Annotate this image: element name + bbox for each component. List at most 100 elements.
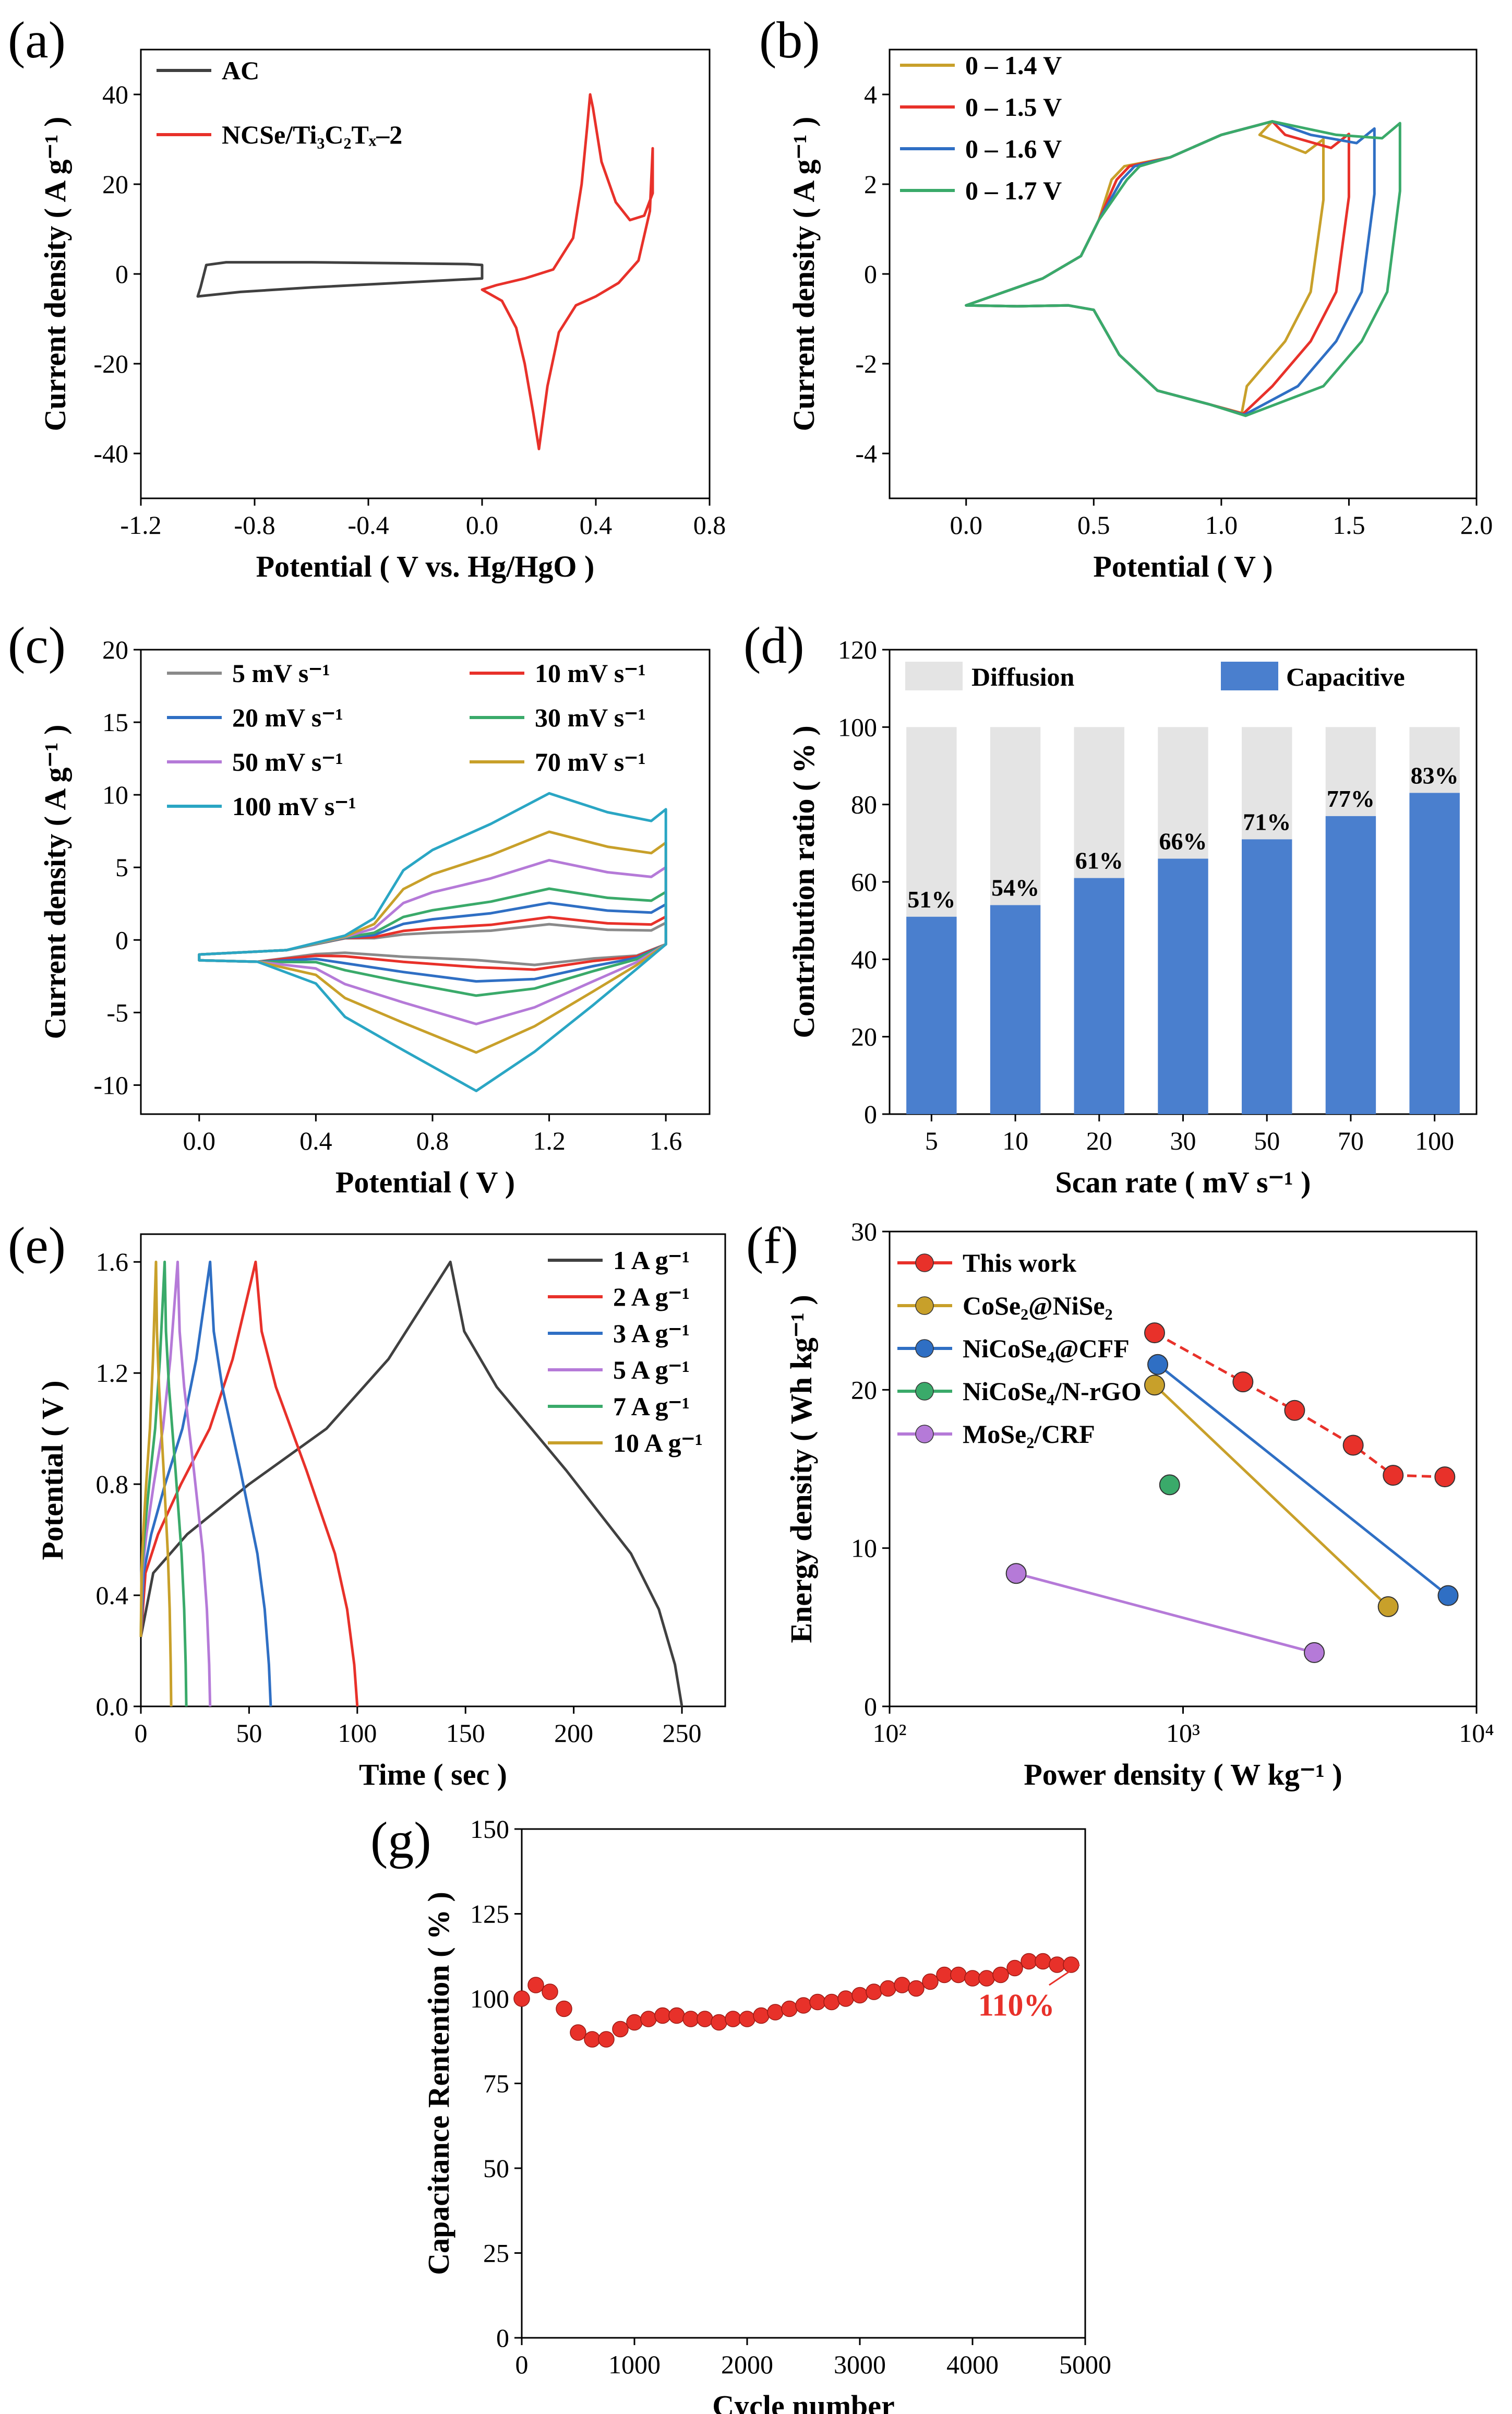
retention-point (626, 2014, 643, 2031)
y-axis-label: Potential ( V ) (35, 1380, 69, 1560)
y-tick-label: 125 (470, 1899, 509, 1929)
legend-gcd-3-label: 5 A g⁻¹ (613, 1355, 690, 1384)
bar-capacitive (990, 905, 1041, 1114)
panel-g: (g) 0 1000 2000 3000 4000 5000 0 25 50 75 100 125 150… (370, 1811, 1111, 2414)
y-axis-label: Current density ( A g⁻¹ ) (787, 117, 821, 432)
retention-point (556, 2000, 572, 2017)
x-tick-label: 0.4 (580, 510, 613, 540)
y-tick-label: 20 (851, 1375, 877, 1404)
y-tick-label: 20 (851, 1022, 877, 1051)
legend-ragone-4-label: MoSe₂/CRF (963, 1419, 1095, 1449)
x-tick-label: 0.0 (466, 510, 499, 540)
bar-diffusion (1158, 727, 1208, 859)
gcd-curve-3 (139, 1260, 212, 1707)
ragone-point (1304, 1642, 1325, 1663)
ragone-line-4 (1015, 1572, 1315, 1654)
legend-gcd-2-label: 3 A g⁻¹ (613, 1319, 690, 1348)
x-tick-label: 3000 (834, 2350, 886, 2379)
cv-window-1 (965, 120, 1350, 415)
x-tick-label: 2.0 (1460, 510, 1493, 540)
x-axis-label: Potential ( V ) (335, 1165, 515, 1199)
ragone-point (1342, 1435, 1364, 1456)
y-tick-label: 40 (851, 945, 877, 974)
panel-f: (f) 10² 10³ 10⁴ 0 10 20 30 Power density ( W kg⁻… (746, 1216, 1494, 1791)
bar-capacitive (906, 916, 957, 1114)
panel-label-f: (f) (746, 1216, 798, 1274)
retention-point (668, 2007, 685, 2024)
y-tick-label: 0 (496, 2323, 509, 2352)
retention-point (612, 2021, 629, 2038)
y-tick-label: 75 (483, 2069, 509, 2098)
retention-point (584, 2031, 601, 2048)
cv-curve-ncse (481, 93, 654, 450)
y-tick-label: 2 (864, 170, 877, 199)
x-tick-label: 10² (873, 1718, 907, 1748)
legend-ragone-3-marker (915, 1382, 934, 1401)
panel-a: (a) -1.2 -0.8 -0.4 0.0 0.4 0.8 -40 -20 0 20 40 Poten… (8, 11, 726, 583)
x-tick-label: 1.5 (1333, 510, 1365, 540)
x-tick-label: -1.2 (120, 510, 161, 540)
retention-point (1035, 1953, 1051, 1970)
ragone-point (1284, 1400, 1305, 1421)
retention-annotation: 110% (978, 1988, 1055, 2023)
bar-capacitive (1325, 816, 1376, 1114)
x-tick-label: 70 (1338, 1126, 1364, 1155)
y-axis-label: Contribution ratio ( % ) (787, 725, 821, 1038)
bar-data-label: 66% (1159, 828, 1207, 855)
x-tick-label: 0.8 (693, 510, 726, 540)
cv-curve-ac (196, 261, 484, 298)
y-tick-label: 25 (483, 2239, 509, 2268)
retention-point (640, 2011, 657, 2027)
legend-ragone-1-marker (915, 1296, 934, 1315)
x-tick-label: 10³ (1166, 1718, 1200, 1748)
retention-point (950, 1966, 967, 1983)
x-tick-label: 1.6 (650, 1126, 682, 1155)
ragone-point (1159, 1474, 1180, 1496)
retention-point (1006, 1959, 1023, 1977)
x-tick-label: 250 (663, 1718, 702, 1748)
y-tick-label: 100 (838, 712, 877, 742)
bar-data-label: 71% (1243, 808, 1291, 835)
y-axis-label: Capacitance Rentention ( % ) (422, 1892, 455, 2275)
y-tick-label: 0.4 (96, 1581, 129, 1610)
legend-ac-label: AC (222, 56, 259, 85)
x-tick-label: 4000 (946, 2350, 999, 2379)
bar-data-label: 51% (907, 886, 955, 913)
annotation-arrow (1049, 1964, 1081, 1986)
legend-gcd-5-label: 10 A g⁻¹ (613, 1428, 703, 1457)
ragone-point (1434, 1466, 1456, 1488)
gcd-curve-2 (139, 1260, 272, 1707)
bar-diffusion (906, 727, 957, 917)
ragone-point (1005, 1563, 1027, 1584)
retention-point (851, 1987, 868, 2004)
cv-window-3 (965, 120, 1401, 417)
retention-point (598, 2031, 615, 2048)
x-tick-label: -0.4 (347, 510, 389, 540)
retention-point (1021, 1953, 1037, 1970)
y-tick-label: 15 (102, 708, 128, 737)
x-tick-label: 0 (515, 2350, 529, 2379)
x-tick-label: 0 (135, 1718, 148, 1748)
x-tick-label: 1.2 (533, 1126, 566, 1155)
retention-point (542, 1983, 558, 2000)
y-tick-label: -2 (855, 349, 877, 378)
legend-ragone-1-label: CoSe₂@NiSe₂ (963, 1291, 1113, 1320)
x-axis-label: Time ( sec ) (359, 1758, 507, 1791)
y-tick-label: 0.0 (96, 1692, 129, 1721)
retention-point (725, 2011, 741, 2027)
retention-point (682, 2011, 699, 2027)
retention-point (570, 2024, 586, 2041)
ragone-point (1147, 1354, 1169, 1375)
y-tick-label: 1.6 (96, 1247, 129, 1276)
y-tick-label: 10 (102, 780, 128, 809)
bar-data-label: 61% (1075, 847, 1123, 874)
x-tick-label: 100 (338, 1718, 377, 1748)
legend-rate-2-label: 20 mV s⁻¹ (232, 703, 343, 732)
panel-label-g: (g) (370, 1811, 431, 1869)
x-axis-label: Power density ( W kg⁻¹ ) (1024, 1758, 1342, 1791)
retention-point (711, 2014, 727, 2031)
panel-label-a: (a) (8, 11, 66, 69)
retention-point (1049, 1956, 1065, 1973)
legend-rate-6-label: 100 mV s⁻¹ (232, 792, 356, 821)
